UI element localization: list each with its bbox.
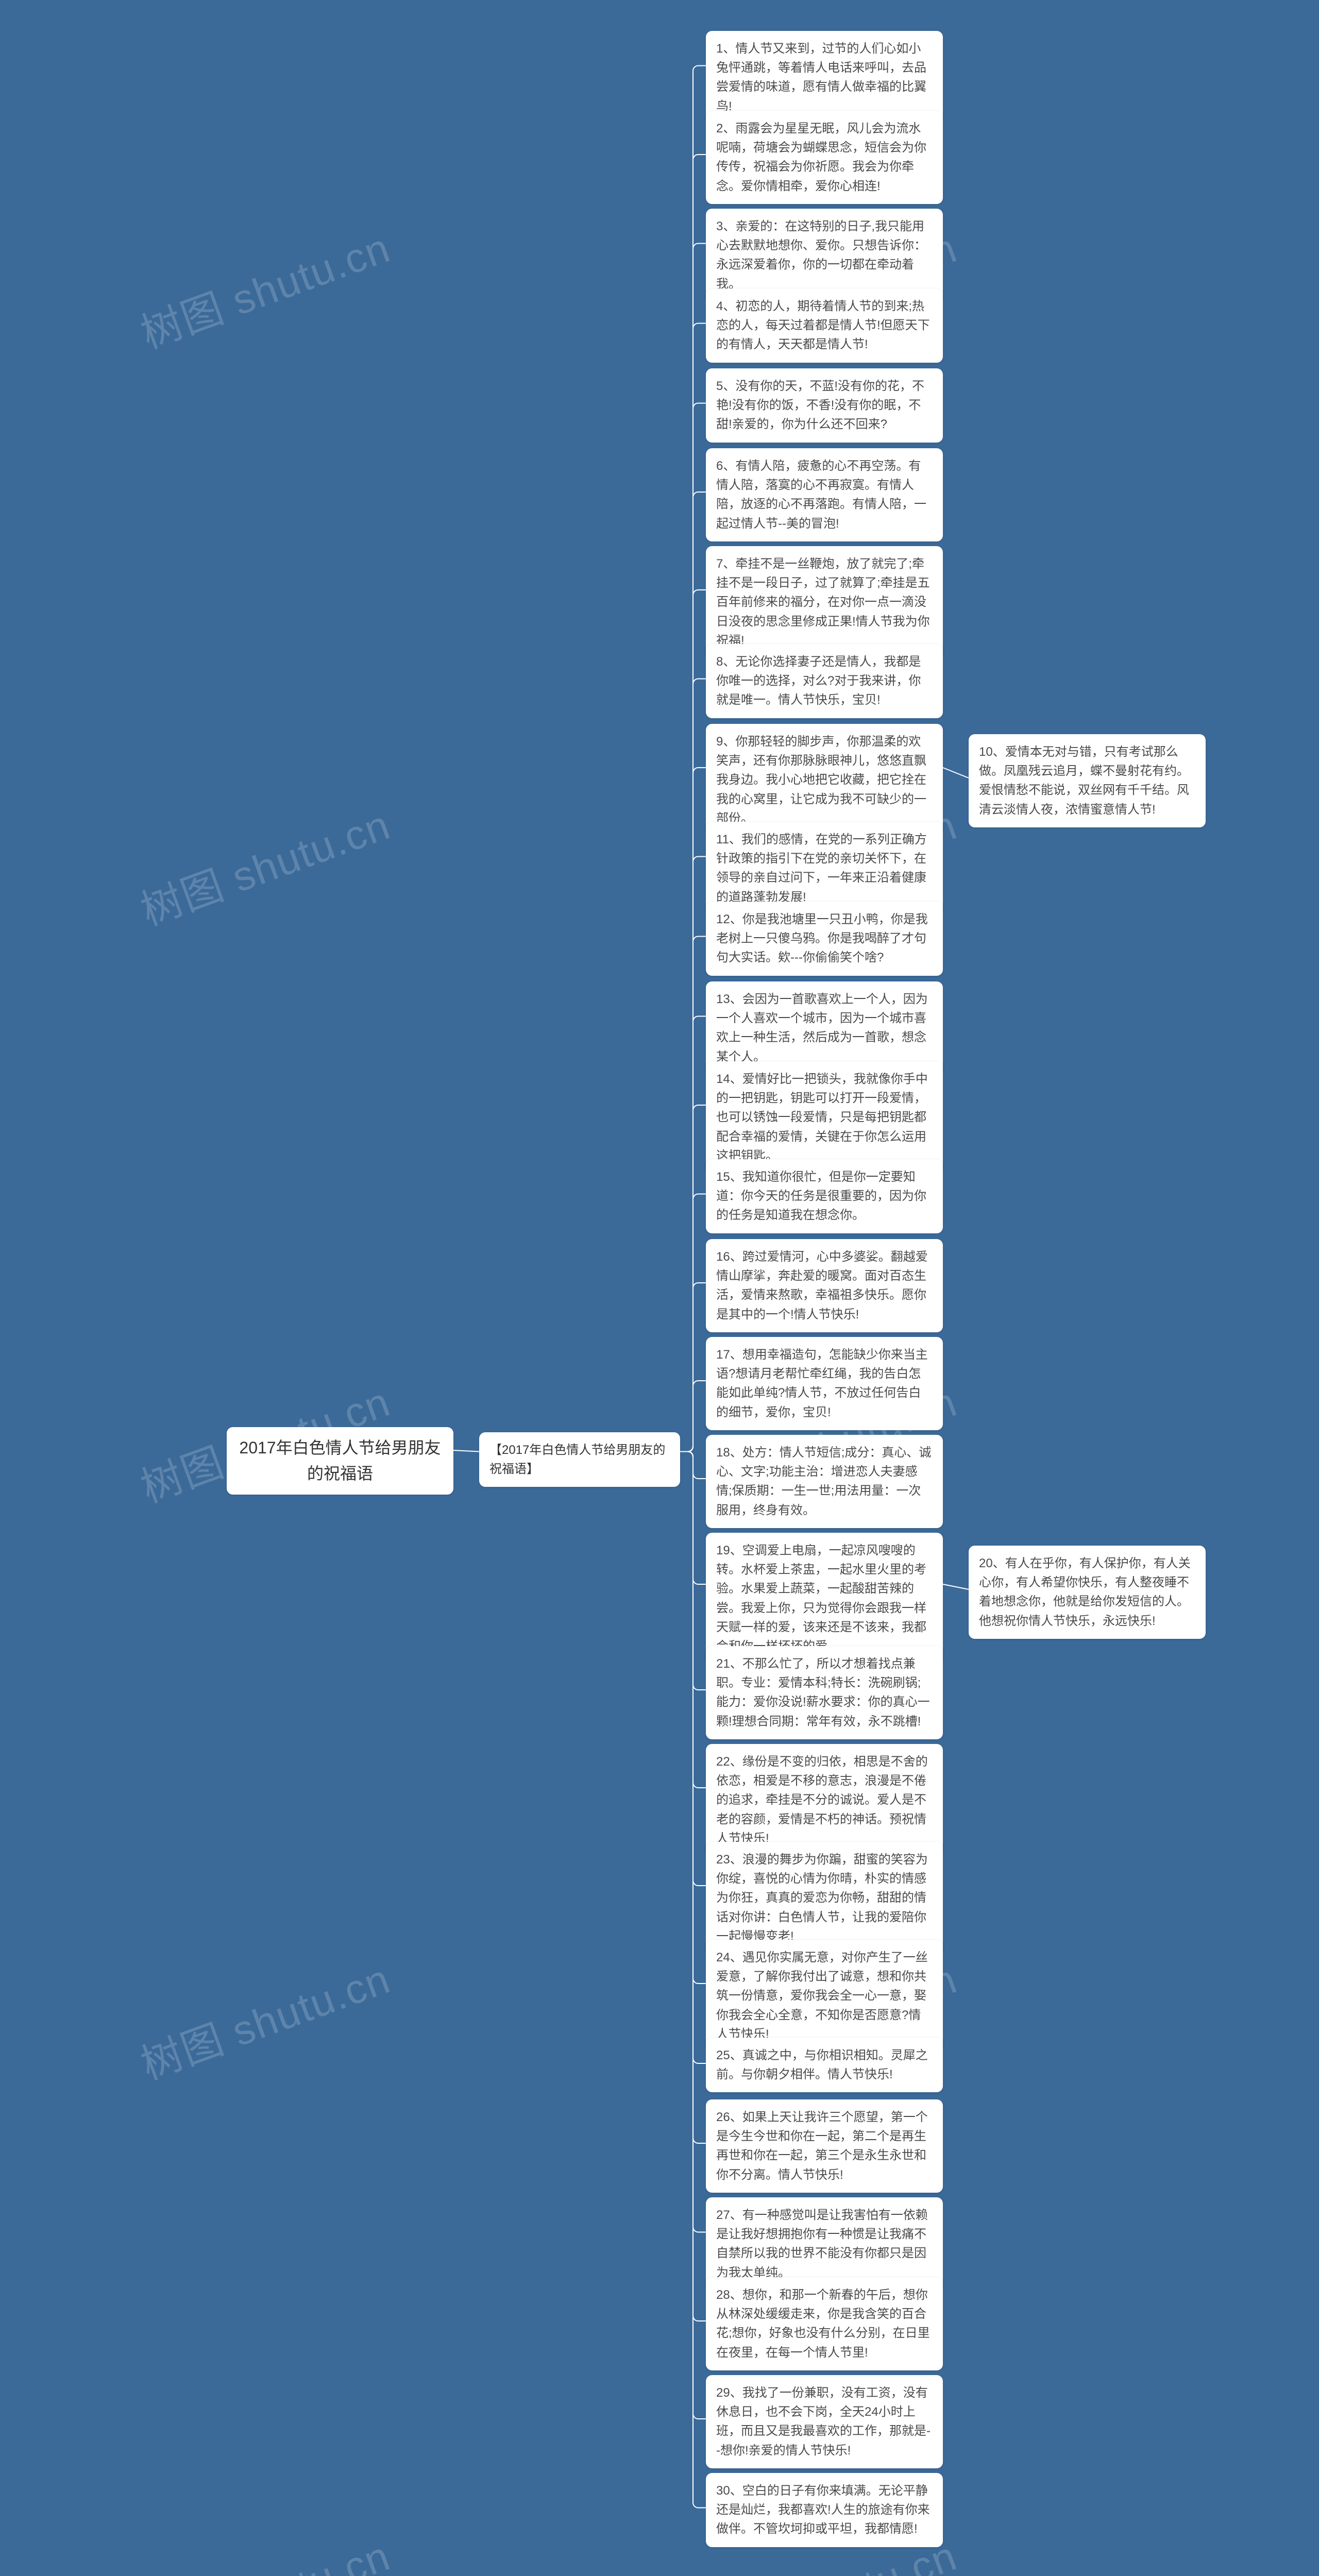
item-node[interactable]: 9、你那轻轻的脚步声，你那温柔的欢笑声，还有你那脉脉眼神儿，悠悠直飘我身边。我小… [706, 724, 943, 836]
connector [680, 857, 706, 1452]
item-node[interactable]: 27、有一种感觉叫是让我害怕有一依赖是让我好想拥抱你有一种惯是让我痛不自禁所以我… [706, 2197, 943, 2291]
child-node[interactable]: 10、爱情本无对与错，只有考试那么做。凤凰残云追月，蝶不曼射花有约。爱恨情愁不能… [969, 734, 1206, 827]
connector [680, 1283, 706, 1452]
item-node[interactable]: 26、如果上天让我许三个愿望，第一个是今生今世和你在一起，第二个是再生再世和你在… [706, 2099, 943, 2193]
item-node[interactable]: 8、无论你选择妻子还是情人，我都是你唯一的选择，对么?对于我来讲，你就是唯一。情… [706, 644, 943, 718]
connector [680, 1452, 706, 1886]
connector [680, 1452, 706, 2144]
connector [680, 1105, 706, 1452]
connector [680, 1452, 706, 2321]
item-node[interactable]: 23、浪漫的舞步为你蹁，甜蜜的笑容为你绽，喜悦的心情为你晴，朴实的情感为你狂，真… [706, 1842, 943, 1954]
child-node[interactable]: 20、有人在乎你，有人保护你，有人关心你，有人希望你快乐，有人整夜睡不着地想念你… [969, 1546, 1206, 1639]
item-node[interactable]: 15、我知道你很忙，但是你一定要知道：你今天的任务是很重要的，因为你的任务是知道… [706, 1159, 943, 1233]
connector [680, 1452, 706, 2232]
connector [680, 1381, 706, 1452]
connectors-svg [0, 0, 1319, 2576]
item-node[interactable]: 21、不那么忙了，所以才想着找点兼职。专业：爱情本科;特长：洗碗刷锅;能力：爱你… [706, 1646, 943, 1739]
connector [680, 1452, 706, 1788]
item-node[interactable]: 22、缘份是不变的归依，相思是不舍的依恋，相爱是不移的意志，浪漫是不倦的追求，牵… [706, 1744, 943, 1856]
item-node[interactable]: 14、爱情好比一把锁头，我就像你手中的一把钥匙，钥匙可以打开一段爱情，也可以锈蚀… [706, 1061, 943, 1174]
connector [680, 492, 706, 1452]
connector [680, 66, 706, 1452]
connector [680, 1452, 706, 1479]
connector [680, 1452, 706, 2419]
item-node[interactable]: 3、亲爱的：在这特别的日子,我只能用心去默默地想你、爱你。只想告诉你：永远深爱着… [706, 209, 943, 302]
watermark: 树图 shutu.cn [131, 1946, 397, 2091]
level1-node[interactable]: 【2017年白色情人节给男朋友的祝福语】 [479, 1432, 680, 1487]
item-node[interactable]: 30、空白的日子有你来填满。无论平静还是灿烂，我都喜欢!人生的旅途有你来做伴。不… [706, 2473, 943, 2547]
item-node[interactable]: 5、没有你的天，不蓝!没有你的花，不艳!没有你的饭，不香!没有你的眠，不甜!亲爱… [706, 368, 943, 443]
connector [680, 1016, 706, 1452]
connector [680, 768, 706, 1452]
connector [680, 1452, 706, 1690]
connector [680, 155, 706, 1452]
item-node[interactable]: 25、真诚之中，与你相识相知。灵犀之前。与你朝夕相伴。情人节快乐! [706, 2038, 943, 2092]
root-node[interactable]: 2017年白色情人节给男朋友的祝福语 [227, 1427, 453, 1495]
connector [680, 1452, 706, 2064]
mindmap-stage: 树图 shutu.cn 树图 shutu.cn 树图 shutu.cn 树图 shut… [0, 0, 1319, 2576]
connector [680, 590, 706, 1452]
item-node[interactable]: 24、遇见你实属无意，对你产生了一丝爱意，了解你我付出了诚意，想和你共筑一份情意… [706, 1940, 943, 2052]
item-node[interactable]: 12、你是我池塘里一只丑小鸭，你是我老树上一只傻乌鸦。你是我喝醉了才句句大实话。… [706, 902, 943, 976]
item-node[interactable]: 18、处方：情人节短信;成分：真心、诚心、文字;功能主治：增进恋人夫妻感情;保质… [706, 1435, 943, 1528]
connector [680, 244, 706, 1452]
connector [453, 1450, 479, 1452]
watermark: 树图 shutu.cn [131, 792, 397, 937]
item-node[interactable]: 17、想用幸福造句，怎能缺少你来当主语?想请月老帮忙牵红绳，我的告白怎能如此单纯… [706, 1337, 943, 1430]
connector [680, 1452, 706, 2508]
item-node[interactable]: 1、情人节又来到，过节的人们心如小兔怦通跳，等着情人电话来呼叫，去品尝爱情的味道… [706, 31, 943, 124]
connector [680, 1452, 706, 1984]
item-node[interactable]: 4、初恋的人，期待着情人节的到来;热恋的人，每天过着都是情人节!但愿天下的有情人… [706, 289, 943, 363]
item-node[interactable]: 28、想你，和那一个新春的午后，想你从林深处缓缓走来，你是我含笑的百合花;想你，… [706, 2277, 943, 2370]
item-node[interactable]: 13、会因为一首歌喜欢上一个人，因为一个人喜欢一个城市，因为一个城市喜欢上一种生… [706, 981, 943, 1075]
item-node[interactable]: 6、有情人陪，疲惫的心不再空荡。有情人陪，落寞的心不再寂寞。有情人陪，放逐的心不… [706, 448, 943, 541]
item-node[interactable]: 7、牵挂不是一丝鞭炮，放了就完了;牵挂不是一段日子，过了就算了;牵挂是五百年前修… [706, 546, 943, 658]
connector [943, 768, 969, 778]
connector [680, 1452, 706, 1585]
item-node[interactable]: 11、我们的感情，在党的一系列正确方针政策的指引下在党的亲切关怀下，在领导的亲自… [706, 822, 943, 915]
connector [943, 1584, 969, 1589]
item-node[interactable]: 29、我找了一份兼职，没有工资，没有休息日，也不会下岗，全天24小时上班，而且又… [706, 2375, 943, 2468]
connector [680, 937, 706, 1452]
item-node[interactable]: 2、雨露会为星星无眠，风儿会为流水呢喃，荷塘会为蝴蝶思念，短信会为你传传，祝福会… [706, 111, 943, 204]
connector [680, 679, 706, 1452]
watermark: 树图 shutu.cn [131, 215, 397, 360]
connector [680, 403, 706, 1452]
item-node[interactable]: 16、跨过爱情河，心中多婆娑。翻越爱情山摩挲，奔赴爱的暖窝。面对百态生活，爱情来… [706, 1239, 943, 1332]
connector [680, 324, 706, 1452]
connector [680, 1194, 706, 1452]
item-node[interactable]: 19、空调爱上电扇，一起凉风嗖嗖的转。水杯爱上茶盅，一起水里火里的考验。水果爱上… [706, 1533, 943, 1664]
watermark: 树图 shutu.cn [131, 2523, 397, 2576]
